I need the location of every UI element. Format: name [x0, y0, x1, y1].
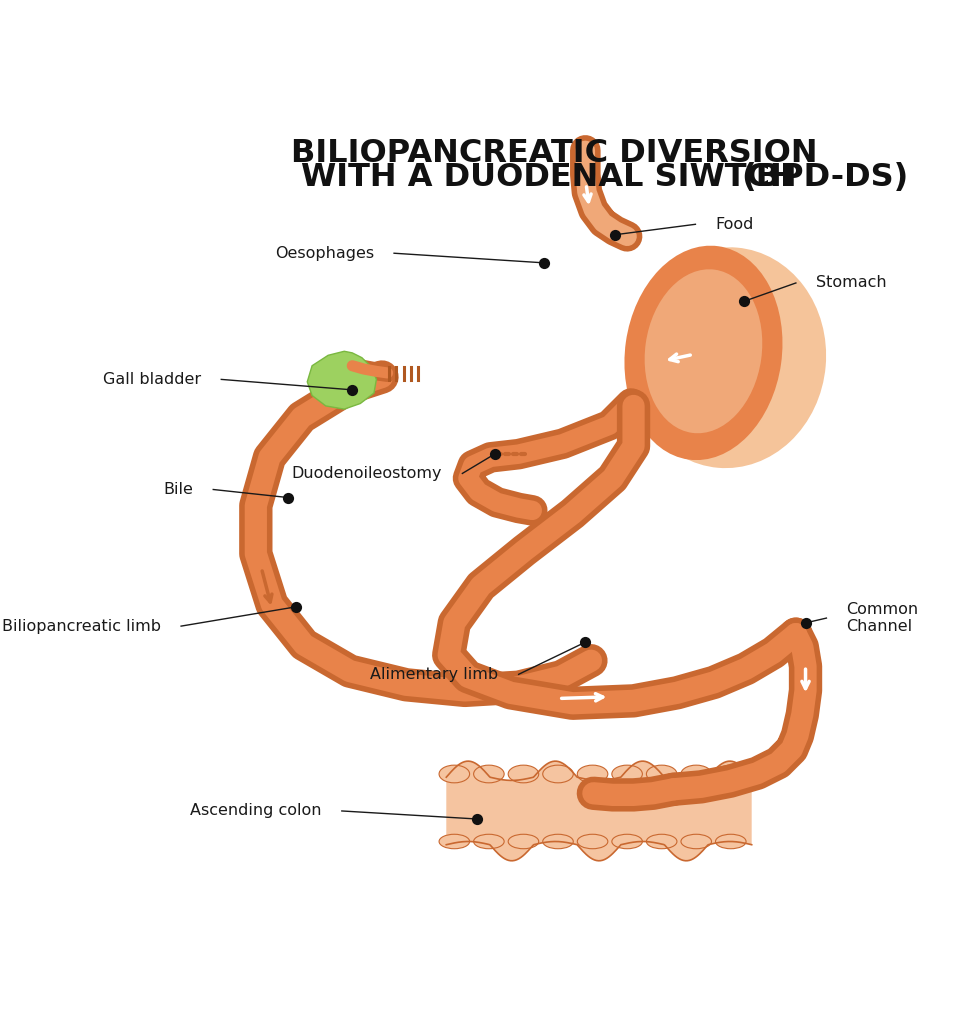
Ellipse shape	[645, 269, 763, 433]
Ellipse shape	[629, 247, 826, 468]
Point	[345, 382, 360, 398]
Ellipse shape	[439, 765, 469, 782]
Point	[578, 634, 593, 650]
Ellipse shape	[716, 765, 746, 782]
Point	[469, 811, 485, 827]
Text: Bile: Bile	[163, 482, 194, 497]
Point	[288, 599, 304, 615]
Text: BILIOPANCREATIC DIVERSION: BILIOPANCREATIC DIVERSION	[291, 138, 818, 169]
Ellipse shape	[647, 835, 677, 849]
Text: Biliopancreatic limb: Biliopancreatic limb	[2, 618, 161, 634]
Text: (BPD-DS): (BPD-DS)	[741, 163, 908, 194]
Point	[736, 293, 751, 309]
Ellipse shape	[578, 765, 607, 782]
Ellipse shape	[473, 835, 504, 849]
Text: Gall bladder: Gall bladder	[103, 372, 201, 387]
Ellipse shape	[578, 835, 607, 849]
Text: Oesophages: Oesophages	[275, 246, 374, 261]
Ellipse shape	[612, 765, 643, 782]
Point	[607, 226, 623, 243]
Ellipse shape	[716, 835, 746, 849]
Point	[487, 445, 502, 462]
Ellipse shape	[625, 246, 783, 460]
Polygon shape	[446, 761, 752, 861]
Point	[798, 614, 813, 631]
Text: Alimentary limb: Alimentary limb	[371, 667, 498, 682]
Ellipse shape	[543, 765, 573, 782]
Ellipse shape	[508, 835, 538, 849]
Point	[281, 489, 296, 506]
Ellipse shape	[681, 835, 712, 849]
Ellipse shape	[543, 835, 573, 849]
Ellipse shape	[508, 765, 538, 782]
Ellipse shape	[647, 765, 677, 782]
Text: Common
Channel: Common Channel	[847, 602, 919, 634]
Text: Stomach: Stomach	[816, 275, 886, 291]
Ellipse shape	[473, 765, 504, 782]
Ellipse shape	[439, 835, 469, 849]
Ellipse shape	[612, 835, 643, 849]
Text: Ascending colon: Ascending colon	[191, 804, 322, 818]
Text: Food: Food	[716, 217, 754, 231]
Text: Duodenoileostomy: Duodenoileostomy	[292, 466, 443, 481]
Point	[536, 255, 552, 271]
Text: WITH A DUODENAL SIWTCH: WITH A DUODENAL SIWTCH	[302, 163, 809, 194]
Ellipse shape	[681, 765, 712, 782]
Polygon shape	[308, 351, 376, 410]
